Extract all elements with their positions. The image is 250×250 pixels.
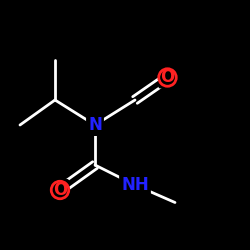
Text: NH: NH [121,176,149,194]
Text: N: N [88,116,102,134]
Text: O: O [53,181,67,199]
Text: O: O [160,68,174,86]
